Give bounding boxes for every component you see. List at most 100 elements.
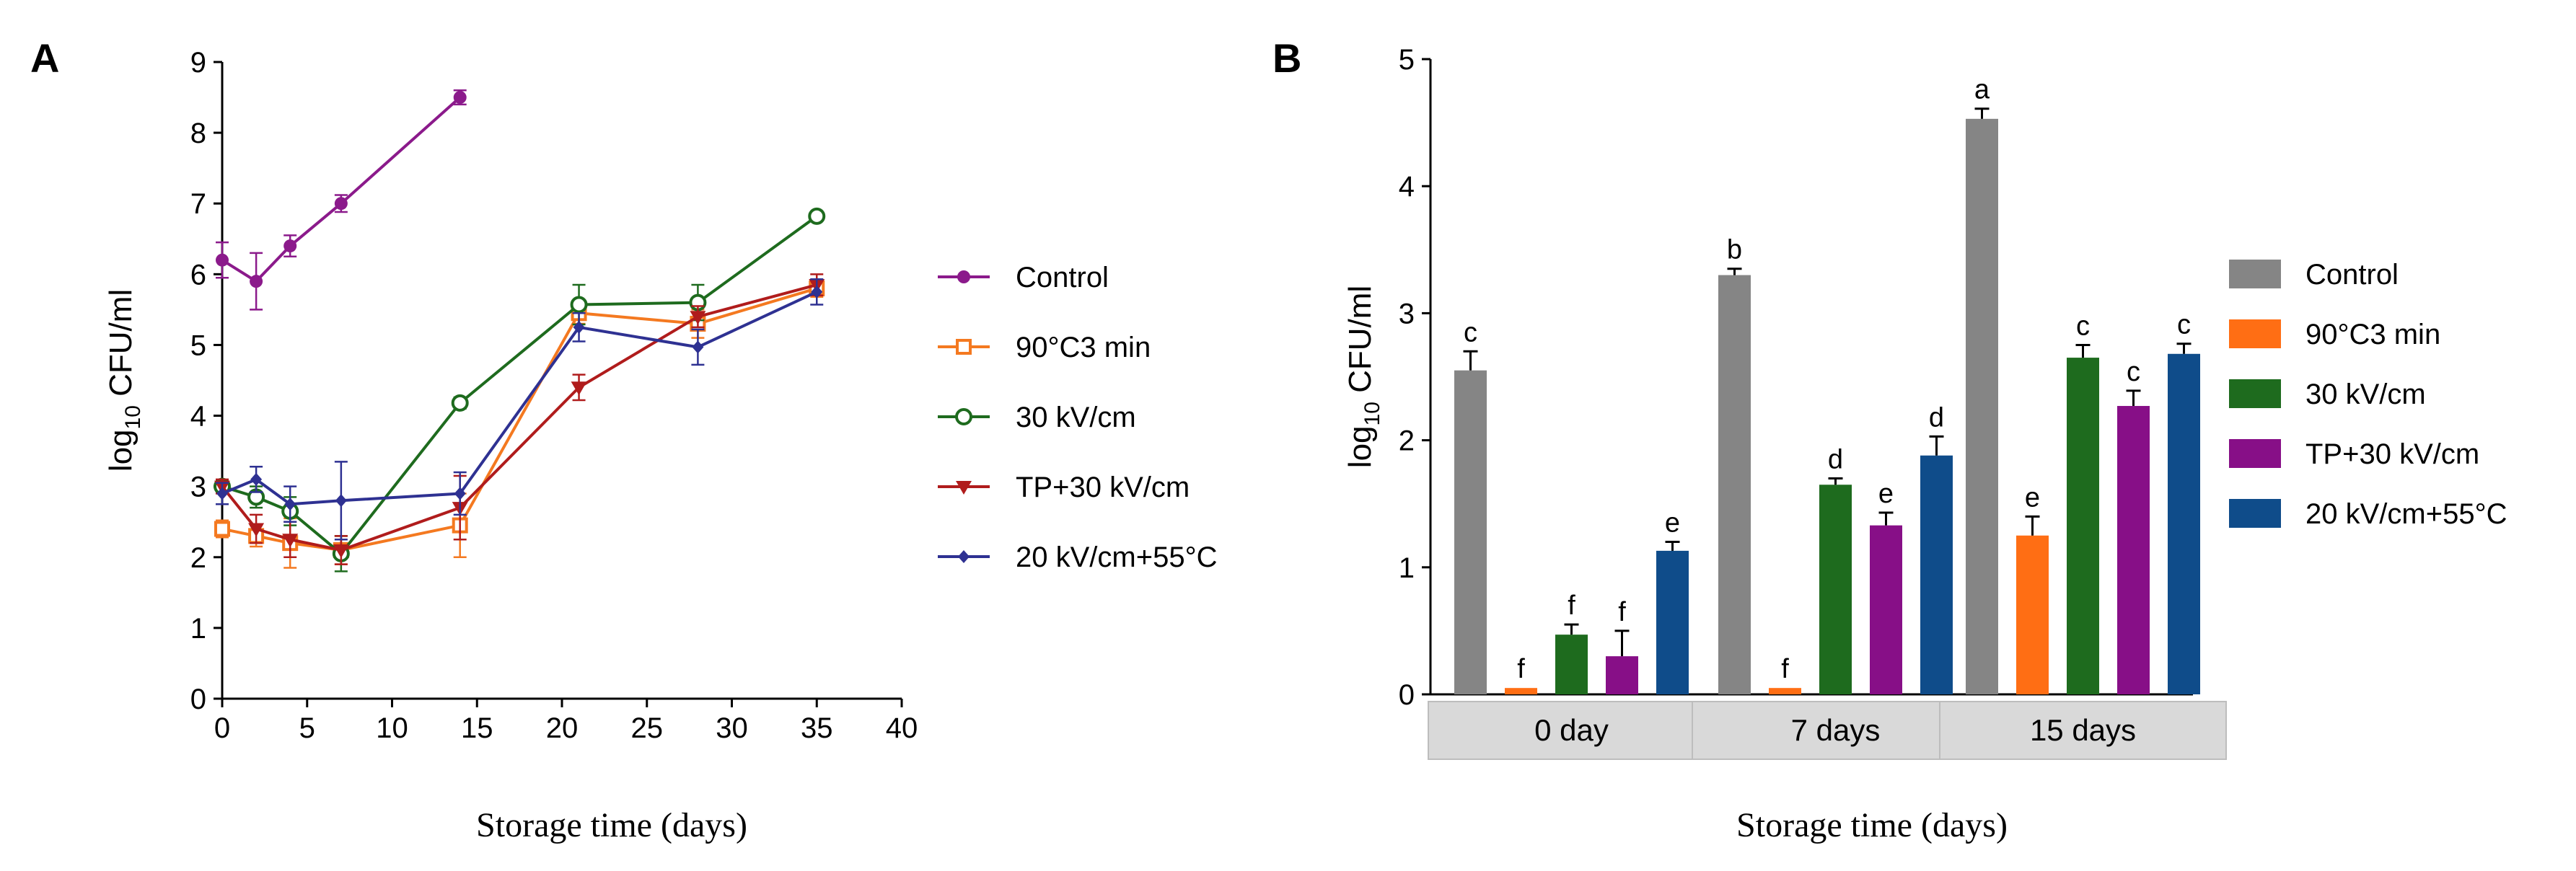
x-axis-label: Storage time (days) [476,806,747,844]
category-label: 7 days [1791,713,1881,747]
legend-swatch [2229,499,2281,528]
x-tick-label: 30 [716,712,748,744]
legend-label: 20 kV/cm+55°C [1016,541,1217,573]
bar [2168,353,2200,694]
bar-series-0: c b a [1454,75,1998,695]
category-label-box [1428,701,1715,760]
data-point [248,523,265,537]
data-point [250,275,263,288]
data-point [453,91,467,105]
bar [1966,118,1998,695]
legend-label: Control [2305,259,2399,291]
x-tick-label: 15 [461,712,493,744]
series-line [221,283,817,552]
y-tick-label: 2 [1399,425,1415,457]
bar [1769,688,1801,694]
x-tick-label: 35 [801,712,833,744]
y-tick-label: 4 [1399,171,1415,203]
data-point [216,253,229,267]
legend-entry: 30 kV/cm [2229,379,2426,410]
x-axis-label: Storage time (days) [1736,806,2008,844]
legend-entry: TP+30 kV/cm [938,472,1190,503]
category-label: 15 days [2030,713,2136,747]
bar [1819,485,1852,694]
y-tick-label: 6 [190,259,206,291]
significance-letter: f [1618,597,1626,627]
data-point [571,381,587,396]
y-tick-label: 0 [190,684,206,715]
legend-swatch [2229,260,2281,288]
legend-entry: 20 kV/cm+55°C [938,541,1217,573]
legend-swatch [2229,319,2281,348]
y-tick-label: 1 [1399,552,1415,584]
x-tick-label: 20 [546,712,579,744]
y-tick-label: 2 [190,542,206,574]
significance-letter: e [2025,482,2040,513]
significance-letter: d [1828,444,1843,474]
legend-marker [956,339,972,355]
legend-label: 90°C3 min [1016,332,1151,363]
x-tick-label: 40 [886,712,918,744]
x-tick-label: 5 [299,712,315,744]
data-point [333,544,349,558]
y-axis-label: log10 CFU/ml [1342,286,1384,468]
category-label: 0 day [1534,713,1609,747]
legend-entry: 20 kV/cm+55°C [2229,498,2507,530]
y-axis-label: log10 CFU/ml [103,289,145,472]
legend-marker [956,481,972,495]
legend-entry: TP+30 kV/cm [2229,438,2479,470]
bar-series-1: f f e [1505,482,2049,694]
significance-letter: a [1974,75,1990,105]
legend-entry: 30 kV/cm [938,402,1136,433]
data-point [570,296,588,314]
legend-entry: 90°C3 min [2229,319,2440,350]
data-point [811,285,823,299]
significance-letter: e [1878,479,1894,509]
legend-swatch [2229,379,2281,408]
legend-label: 20 kV/cm+55°C [2305,498,2507,530]
bar [1505,688,1537,694]
legend-entry: Control [938,262,1109,293]
legend-swatch [2229,439,2281,468]
bar-series-4: e d c [1656,310,2200,694]
x-tick-label: 10 [376,712,408,744]
legend-label: 30 kV/cm [1016,402,1136,433]
panel-a-line-chart: A 0 1 2 3 4 5 6 7 8 9 0 5 10 15 20 25 30 35 40 log10 CFU/ml S… [30,35,1217,844]
category-label-box [1939,701,2227,760]
bar [1870,525,1902,694]
bar [2067,358,2099,694]
legend-marker [955,408,972,425]
legend-label: TP+30 kV/cm [2305,438,2479,470]
significance-letter: f [1517,654,1525,684]
data-point [214,521,230,537]
significance-letter: f [1781,654,1789,684]
bar [2117,406,2150,694]
y-tick-label: 3 [1399,298,1415,330]
significance-letter: c [2177,310,2191,340]
series-line [221,287,817,552]
data-point [692,340,704,354]
significance-letter: e [1665,508,1680,539]
significance-letter: c [2127,357,2140,387]
legend-marker [958,550,970,563]
x-tick-label: 25 [631,712,664,744]
data-point [284,498,296,511]
significance-letter: b [1727,235,1742,265]
legend-entry: 90°C3 min [938,332,1151,363]
data-point [454,487,466,500]
bar-series-2: f d c [1555,311,2099,694]
bar [1718,275,1751,694]
y-tick-label: 3 [190,472,206,503]
data-point [690,311,706,325]
legend-marker [957,270,970,283]
data-point [282,534,299,548]
y-tick-label: 1 [190,613,206,645]
panel-label-b: B [1272,35,1301,81]
y-tick-label: 0 [1399,679,1415,711]
x-tick-label: 0 [214,712,230,744]
y-tick-label: 8 [190,118,206,149]
data-point [573,320,585,334]
y-tick-label: 7 [190,188,206,220]
y-tick-label: 5 [1399,44,1415,76]
